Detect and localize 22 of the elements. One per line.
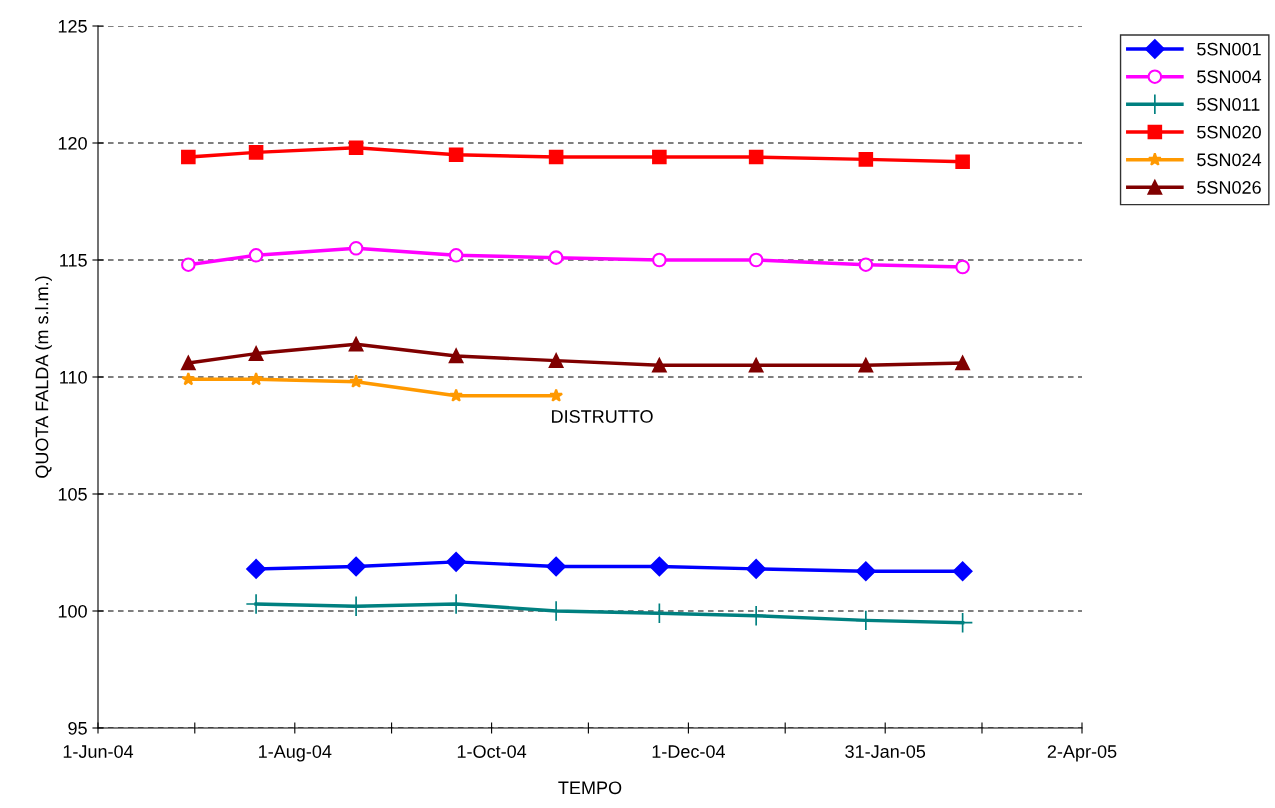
y-axis-title: QUOTA FALDA (m s.l.m.)	[35, 276, 52, 478]
x-tick-label: 2-Apr-05	[1047, 745, 1117, 762]
legend-label: 5SN020	[1197, 125, 1261, 139]
x-axis-title: TEMPO	[558, 781, 622, 795]
y-tick-label: 125	[58, 19, 87, 33]
x-tick-label: 31-Jan-05	[845, 745, 926, 758]
legend-label: 5SN011	[1197, 98, 1260, 111]
annotation: DISTRUTTO	[552, 410, 653, 423]
x-tick-label: 1-Oct-04	[457, 745, 527, 758]
y-tick-label: 95	[68, 721, 87, 735]
y-tick-label: 110	[60, 370, 87, 384]
x-tick-label: 1-Jun-04	[63, 745, 134, 758]
legend-label: 5SN001	[1197, 42, 1261, 56]
y-tick-label: 120	[58, 136, 87, 150]
y-tick-label: 100	[58, 604, 87, 618]
x-tick-label: 1-Aug-04	[259, 745, 332, 762]
legend-label: 5SN024	[1197, 153, 1262, 167]
x-tick-label: 1-Dec-04	[652, 745, 725, 758]
y-tick-label: 115	[60, 254, 87, 267]
legend-label: 5SN004	[1197, 70, 1262, 84]
y-tick-label: 105	[58, 487, 87, 501]
legend-label: 5SN026	[1197, 181, 1261, 194]
